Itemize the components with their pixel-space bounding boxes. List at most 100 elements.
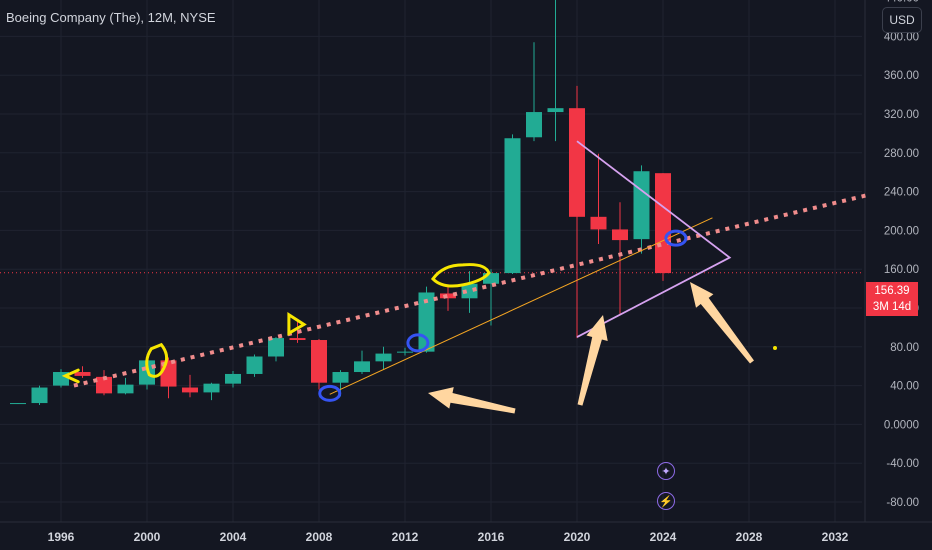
y-tick-label: 280.00: [884, 148, 919, 160]
candle: [311, 339, 327, 390]
yellow-mark: [287, 312, 307, 336]
currency-button[interactable]: USD: [882, 7, 922, 33]
candle-body: [10, 403, 26, 405]
candle: [354, 350, 370, 374]
candle-body: [590, 216, 607, 230]
candle-body: [483, 273, 499, 284]
x-tick-label: 2012: [392, 530, 419, 544]
blue-mark: [406, 333, 430, 353]
arrow-annotation: [428, 387, 516, 414]
candle: [53, 369, 69, 388]
candle: [289, 320, 306, 343]
candle: [31, 385, 48, 405]
candle: [440, 284, 456, 311]
drawings: [61, 140, 871, 414]
candle: [612, 202, 628, 315]
x-tick-label: 2004: [220, 530, 247, 544]
candle: [74, 366, 91, 378]
x-tick-label: 1996: [48, 530, 75, 544]
y-tick-label: -80.00: [886, 497, 919, 509]
lightning-icon[interactable]: ⚡: [657, 492, 675, 510]
candle: [96, 370, 112, 396]
candle-body: [547, 108, 564, 113]
yellow-mark: [61, 368, 80, 384]
blue-mark: [664, 229, 688, 247]
yellow-dot: [773, 346, 777, 350]
last-price-label: 156.39: [874, 285, 910, 297]
x-tick-label: 2008: [306, 530, 333, 544]
candle: [590, 153, 607, 244]
candle: [246, 354, 263, 377]
candle: [483, 269, 499, 326]
candle: [655, 173, 671, 281]
candle: [504, 134, 521, 275]
x-tick-label: 2024: [650, 530, 677, 544]
candle-body: [289, 338, 306, 341]
y-tick-label: 360.00: [884, 70, 919, 82]
y-tick-label: 160.00: [884, 264, 919, 276]
thin-trendline: [329, 217, 713, 395]
candle-body: [440, 293, 456, 299]
y-tick-label: -40.00: [886, 458, 919, 470]
grid: [0, 0, 932, 523]
y-tick-label: 320.00: [884, 109, 919, 121]
candle-body: [246, 356, 263, 374]
x-tick-label: 2032: [822, 530, 849, 544]
y-tick-label: 40.00: [890, 381, 919, 393]
candle-body: [526, 112, 542, 138]
candle: [526, 42, 542, 142]
candle-body: [375, 353, 392, 362]
candle-body: [354, 361, 370, 373]
y-axis: 440.00 400.00 360.00 320.00 280.00 240.00 200.…: [884, 0, 919, 509]
candle: [268, 337, 284, 362]
candle: [569, 85, 585, 339]
countdown-label: 3M 14d: [872, 301, 912, 313]
candle: [182, 374, 198, 398]
x-tick-label: 2020: [564, 530, 591, 544]
x-tick-label: 2028: [736, 530, 763, 544]
x-tick-label: 2000: [134, 530, 161, 544]
candle-body: [117, 384, 134, 394]
yellow-mark: [145, 342, 169, 378]
y-tick-label: 440.00: [884, 0, 919, 5]
candle-body: [268, 338, 284, 357]
candle-body: [182, 387, 198, 393]
arrow-annotation: [577, 315, 608, 406]
candle-body: [461, 283, 478, 299]
candle-body: [31, 387, 48, 404]
candle: [461, 271, 478, 313]
candle-body: [203, 383, 220, 393]
candle: [203, 382, 220, 401]
x-tick-label: 2016: [478, 530, 505, 544]
candle-body: [225, 373, 241, 384]
blue-mark: [318, 384, 342, 402]
candle: [10, 403, 26, 405]
candle: [375, 346, 392, 370]
candle-body: [332, 372, 349, 383]
candle-body: [74, 372, 91, 376]
arrow-annotation: [690, 282, 754, 364]
candle-body: [96, 376, 112, 394]
y-tick-label: 80.00: [890, 342, 919, 354]
y-tick-label: 240.00: [884, 187, 919, 199]
candles: [10, 0, 671, 405]
candle-body: [612, 229, 628, 241]
y-tick-label: 200.00: [884, 225, 919, 237]
yellow-mark: [430, 263, 491, 288]
sparkle-icon[interactable]: ✦: [657, 462, 675, 480]
triangle-pattern: [576, 140, 732, 338]
y-tick-label: 0.0000: [884, 419, 919, 431]
candle-body: [504, 138, 521, 274]
dotted-trendline: [73, 192, 871, 388]
candle-body: [397, 351, 413, 353]
candle: [397, 347, 413, 356]
x-axis: 1996 2000 2004 2008 2012 2016 2020 2024 2028 2032: [48, 530, 849, 544]
candle-body: [633, 171, 650, 240]
last-price-tag: 156.39 3M 14d: [866, 282, 918, 316]
chart-title: Boeing Company (The), 12M, NYSE: [6, 10, 216, 25]
y-tick-label: 400.00: [884, 31, 919, 43]
candle: [225, 371, 241, 388]
candle: [547, 0, 564, 142]
candle-body: [311, 340, 327, 383]
